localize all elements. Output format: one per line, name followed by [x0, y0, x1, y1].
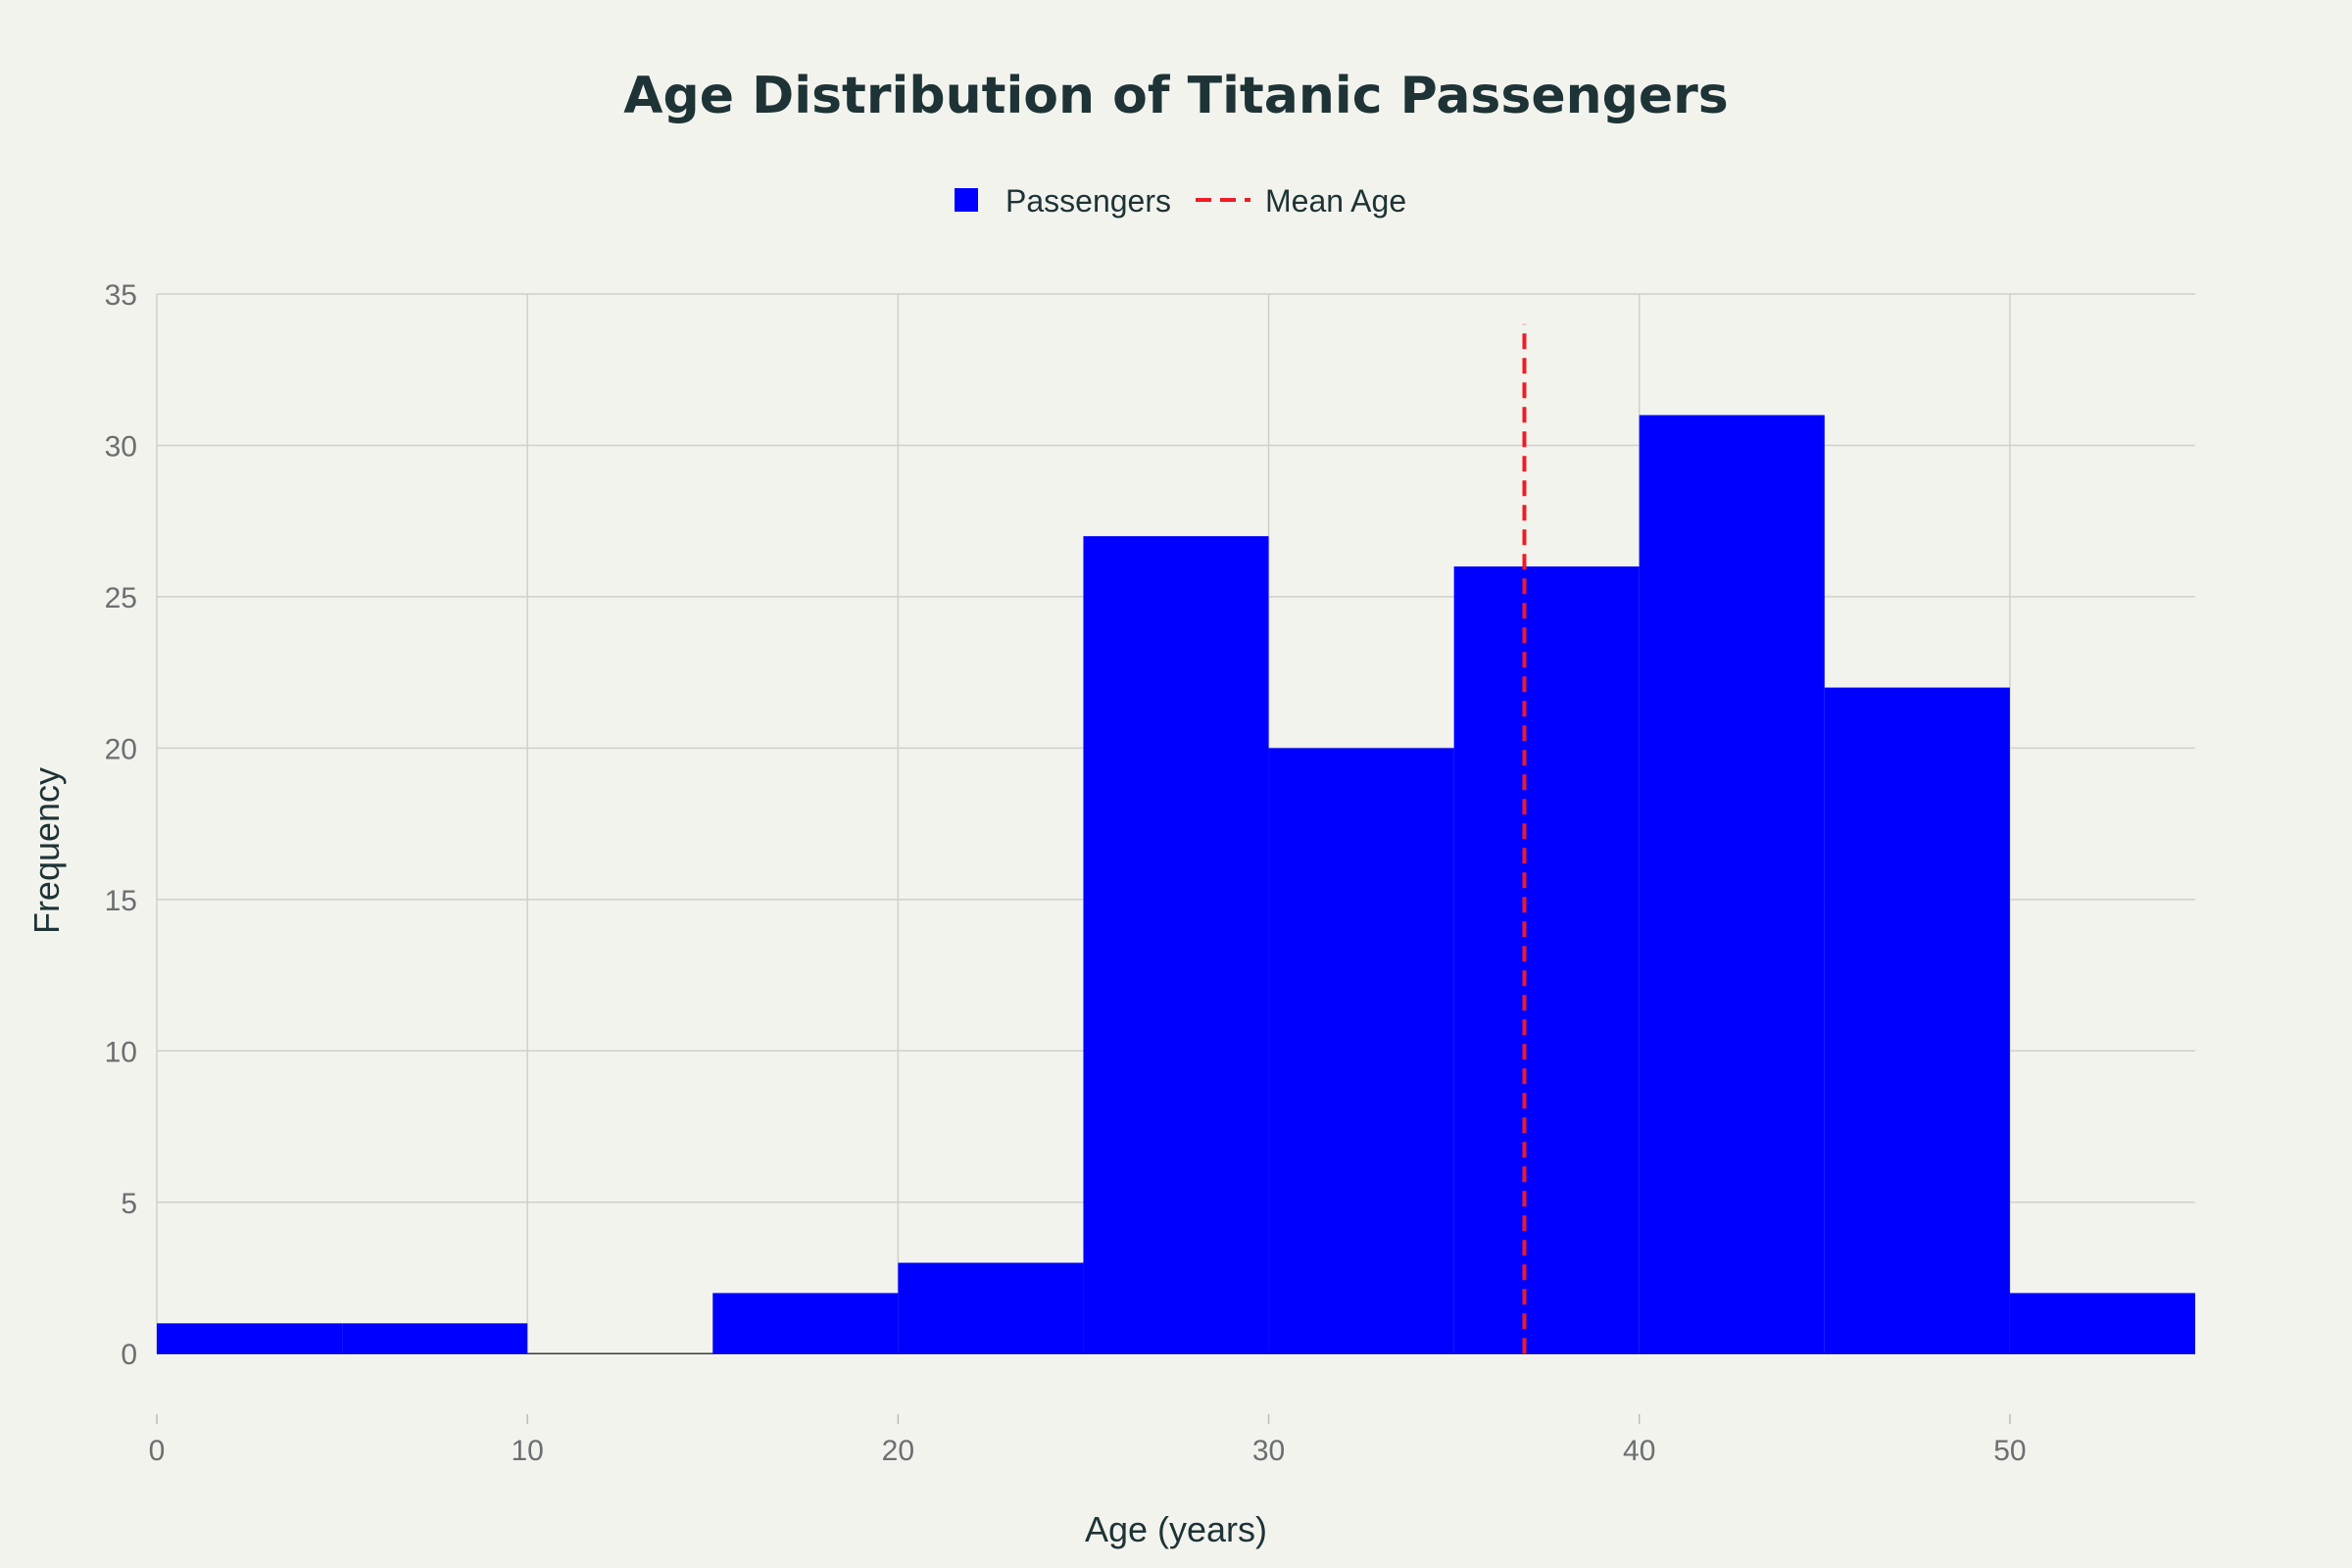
x-tick-label-40: 40 — [1623, 1435, 1655, 1467]
y-tick-label-35: 35 — [105, 279, 137, 312]
x-tick-label-0: 0 — [149, 1435, 166, 1467]
bar-20-25[interactable] — [898, 1262, 1084, 1354]
y-tick-label-25: 25 — [105, 582, 137, 614]
chart-title: Age Distribution of Titanic Passengers — [623, 67, 1728, 125]
legend: Passengers Mean Age — [955, 183, 1406, 219]
x-tick-label-30: 30 — [1252, 1435, 1285, 1467]
bar-25-30[interactable] — [1083, 536, 1269, 1354]
x-tick-label-50: 50 — [1993, 1435, 2026, 1467]
y-axis-title: Frequency — [26, 767, 67, 934]
bars — [157, 415, 2195, 1354]
y-tick-label-20: 20 — [105, 733, 137, 765]
bar-30-35[interactable] — [1268, 748, 1454, 1354]
y-tick-label-10: 10 — [105, 1036, 137, 1068]
bar-5-10[interactable] — [342, 1323, 528, 1354]
x-axis-title: Age (years) — [1085, 1509, 1267, 1549]
tick-labels: 0 5 10 15 20 25 30 35 0 10 20 30 40 50 — [105, 279, 2027, 1467]
y-tick-label-15: 15 — [105, 885, 137, 917]
bar-35-40[interactable] — [1453, 566, 1640, 1354]
bar-50-55[interactable] — [2009, 1293, 2195, 1354]
legend-swatch-passengers — [955, 188, 978, 212]
x-tick-label-10: 10 — [511, 1435, 543, 1467]
bar-40-45[interactable] — [1639, 415, 1825, 1354]
bar-15-20[interactable] — [712, 1293, 899, 1354]
x-tick-label-20: 20 — [882, 1435, 914, 1467]
legend-item-mean-age[interactable]: Mean Age — [1196, 183, 1406, 219]
y-tick-label-30: 30 — [105, 430, 137, 463]
y-tick-label-0: 0 — [121, 1339, 137, 1371]
bar-45-50[interactable] — [1824, 687, 2010, 1354]
legend-item-passengers[interactable]: Passengers — [955, 183, 1171, 219]
y-tick-label-5: 5 — [121, 1188, 137, 1220]
legend-label-mean-age: Mean Age — [1265, 183, 1406, 219]
bar-0-5[interactable] — [157, 1323, 343, 1354]
legend-label-passengers: Passengers — [1005, 183, 1171, 219]
